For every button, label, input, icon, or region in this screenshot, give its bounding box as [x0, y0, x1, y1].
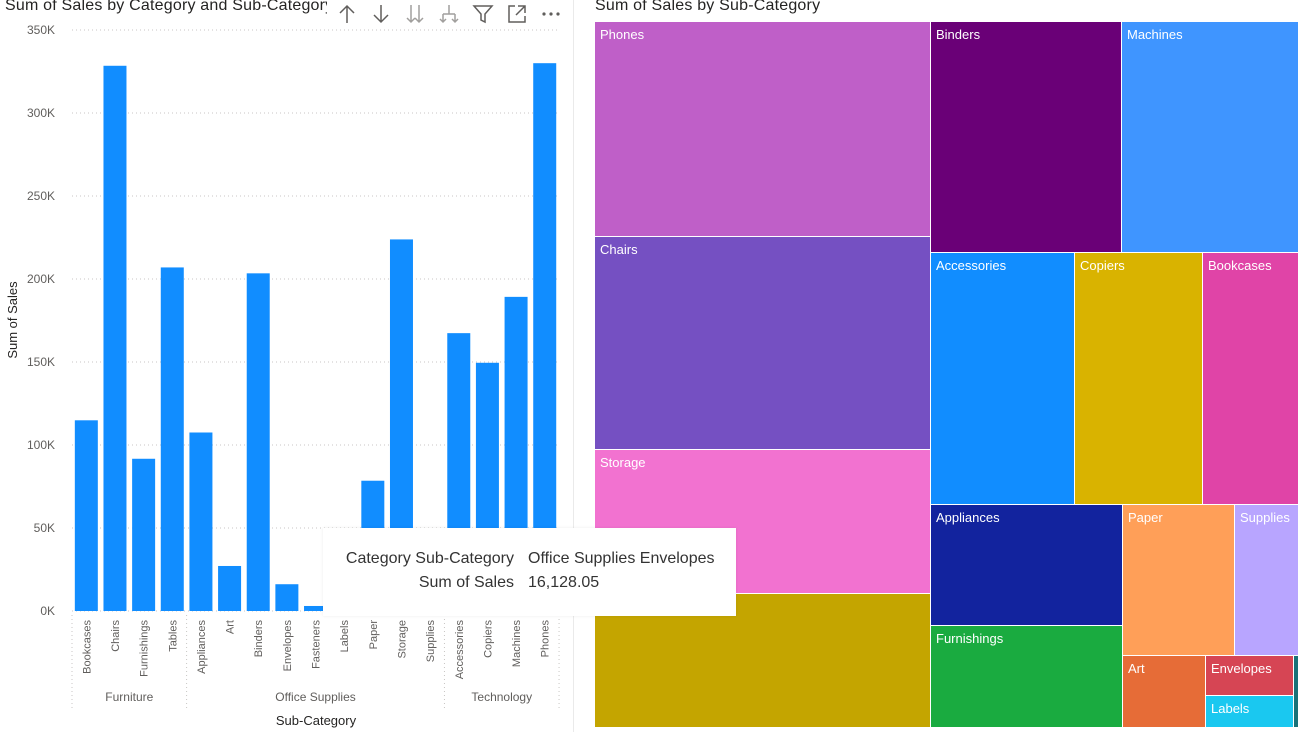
treemap-tile-furnishings[interactable]: Furnishings	[930, 625, 1123, 728]
treemap-tile-label: Supplies	[1240, 510, 1290, 525]
x-tick-label: Bookcases	[81, 620, 93, 674]
x-tick-label: Supplies	[425, 620, 437, 663]
treemap-tile-labels[interactable]: Labels	[1205, 695, 1294, 728]
bar[interactable]	[189, 432, 213, 611]
treemap-tile-label: Envelopes	[1211, 661, 1272, 676]
treemap-tile-label: Appliances	[936, 510, 1000, 525]
bar[interactable]	[218, 565, 242, 611]
treemap-tile-envelopes[interactable]: Envelopes	[1205, 655, 1294, 696]
treemap-tile-art[interactable]: Art	[1122, 655, 1206, 728]
y-tick-label: 200K	[27, 272, 55, 286]
x-tick-label: Machines	[511, 620, 523, 668]
x-tick-label: Art	[225, 620, 237, 634]
x-tick-label: Tables	[167, 620, 179, 652]
bar[interactable]	[389, 239, 413, 612]
x-tick-label: Copiers	[482, 620, 494, 658]
group-label: Office Supplies	[275, 690, 356, 704]
y-tick-label: 0K	[40, 604, 55, 618]
group-label: Technology	[471, 690, 532, 704]
arrow-down-icon[interactable]	[364, 0, 398, 28]
bar[interactable]	[132, 458, 156, 611]
treemap-tile-bookcases[interactable]: Bookcases	[1202, 252, 1299, 505]
visual-divider	[573, 0, 574, 732]
tooltip-value-category: Office Supplies Envelopes	[528, 550, 715, 567]
treemap-tile-label: Machines	[1127, 27, 1183, 42]
x-tick-label: Furnishings	[139, 620, 151, 677]
treemap-tile-binders[interactable]: Binders	[930, 21, 1122, 253]
data-tooltip: Category Sub-Category Office Supplies En…	[323, 528, 736, 616]
treemap-tile-label: Furnishings	[936, 631, 1004, 646]
treemap-visual[interactable]: Sum of Sales by Sub-Category Phones Binde…	[590, 0, 1309, 732]
x-axis-title: Sub-Category	[276, 713, 357, 728]
visual-header-icons	[330, 0, 568, 28]
treemap-title: Sum of Sales by Sub-Category	[595, 0, 821, 14]
y-tick-label: 100K	[27, 438, 55, 452]
x-tick-label: Binders	[253, 620, 265, 658]
bar[interactable]	[275, 584, 299, 611]
treemap-tile-label: Labels	[1211, 701, 1250, 716]
x-tick-label: Phones	[540, 620, 552, 658]
y-axis-title: Sum of Sales	[5, 281, 20, 359]
treemap-tile-copiers[interactable]: Copiers	[1074, 252, 1203, 505]
x-tick-label: Labels	[339, 620, 351, 653]
treemap-tile-label: Phones	[600, 27, 645, 42]
treemap-tile-paper[interactable]: Paper	[1122, 504, 1235, 656]
bar[interactable]	[160, 267, 184, 611]
bar[interactable]	[533, 63, 557, 612]
expand-all-down-icon[interactable]	[398, 0, 432, 28]
treemap-tile-label: Accessories	[936, 258, 1007, 273]
treemap-tile-appliances[interactable]: Appliances	[930, 504, 1123, 626]
bar[interactable]	[74, 420, 98, 611]
filter-icon[interactable]	[466, 0, 500, 28]
bar-chart-visual[interactable]: Sum of Sales by Category and Sub-Categor…	[0, 0, 572, 732]
y-tick-label: 50K	[34, 521, 55, 535]
x-tick-label: Chairs	[110, 620, 122, 652]
treemap-tile-supplies[interactable]: Supplies	[1234, 504, 1299, 656]
y-tick-label: 250K	[27, 189, 55, 203]
tooltip-label-category: Category Sub-Category	[345, 550, 514, 567]
treemap-tile-label: Copiers	[1080, 258, 1125, 273]
x-tick-label: Accessories	[454, 620, 466, 680]
treemap-tile-label: Chairs	[600, 242, 638, 257]
bar[interactable]	[246, 273, 270, 611]
bar-chart-title: Sum of Sales by Category and Sub-Categor…	[5, 0, 327, 14]
treemap-tile-label: Paper	[1128, 510, 1163, 525]
treemap-tile-label: Binders	[936, 27, 981, 42]
bar[interactable]	[304, 605, 328, 611]
treemap-tile-label: Bookcases	[1208, 258, 1272, 273]
tooltip-label-sales: Sum of Sales	[418, 574, 514, 591]
treemap-tile-chairs[interactable]: Chairs	[594, 236, 931, 450]
more-options-icon[interactable]	[534, 0, 568, 28]
y-tick-label: 350K	[27, 23, 55, 37]
treemap-tile-phones[interactable]: Phones	[594, 21, 931, 237]
treemap-tile-accessories[interactable]: Accessories	[930, 252, 1075, 505]
bar-chart-svg[interactable]: 0K 50K 100K 150K 200K 250K 300K 350K Bookcases Ch…	[0, 0, 572, 732]
y-tick-label: 300K	[27, 106, 55, 120]
treemap-tile-label: Storage	[600, 455, 646, 470]
drill-down-fork-icon[interactable]	[432, 0, 466, 28]
x-tick-label: Fasteners	[311, 620, 323, 669]
x-tick-label: Paper	[368, 620, 380, 650]
treemap-tile-label: Art	[1128, 661, 1145, 676]
x-tick-label: Storage	[396, 620, 408, 659]
y-tick-label: 150K	[27, 355, 55, 369]
bar[interactable]	[103, 65, 127, 611]
focus-mode-icon[interactable]	[500, 0, 534, 28]
x-tick-label: Envelopes	[282, 620, 294, 672]
treemap-tile-machines[interactable]: Machines	[1121, 21, 1299, 253]
x-tick-label: Appliances	[196, 620, 208, 674]
arrow-up-icon[interactable]	[330, 0, 364, 28]
group-label: Furniture	[105, 690, 153, 704]
treemap-area[interactable]: Phones Binders Machines Chairs Accessories Co…	[594, 21, 1299, 728]
treemap-tile-fasteners[interactable]	[1293, 655, 1299, 728]
tooltip-value-sales: 16,128.05	[528, 574, 600, 591]
